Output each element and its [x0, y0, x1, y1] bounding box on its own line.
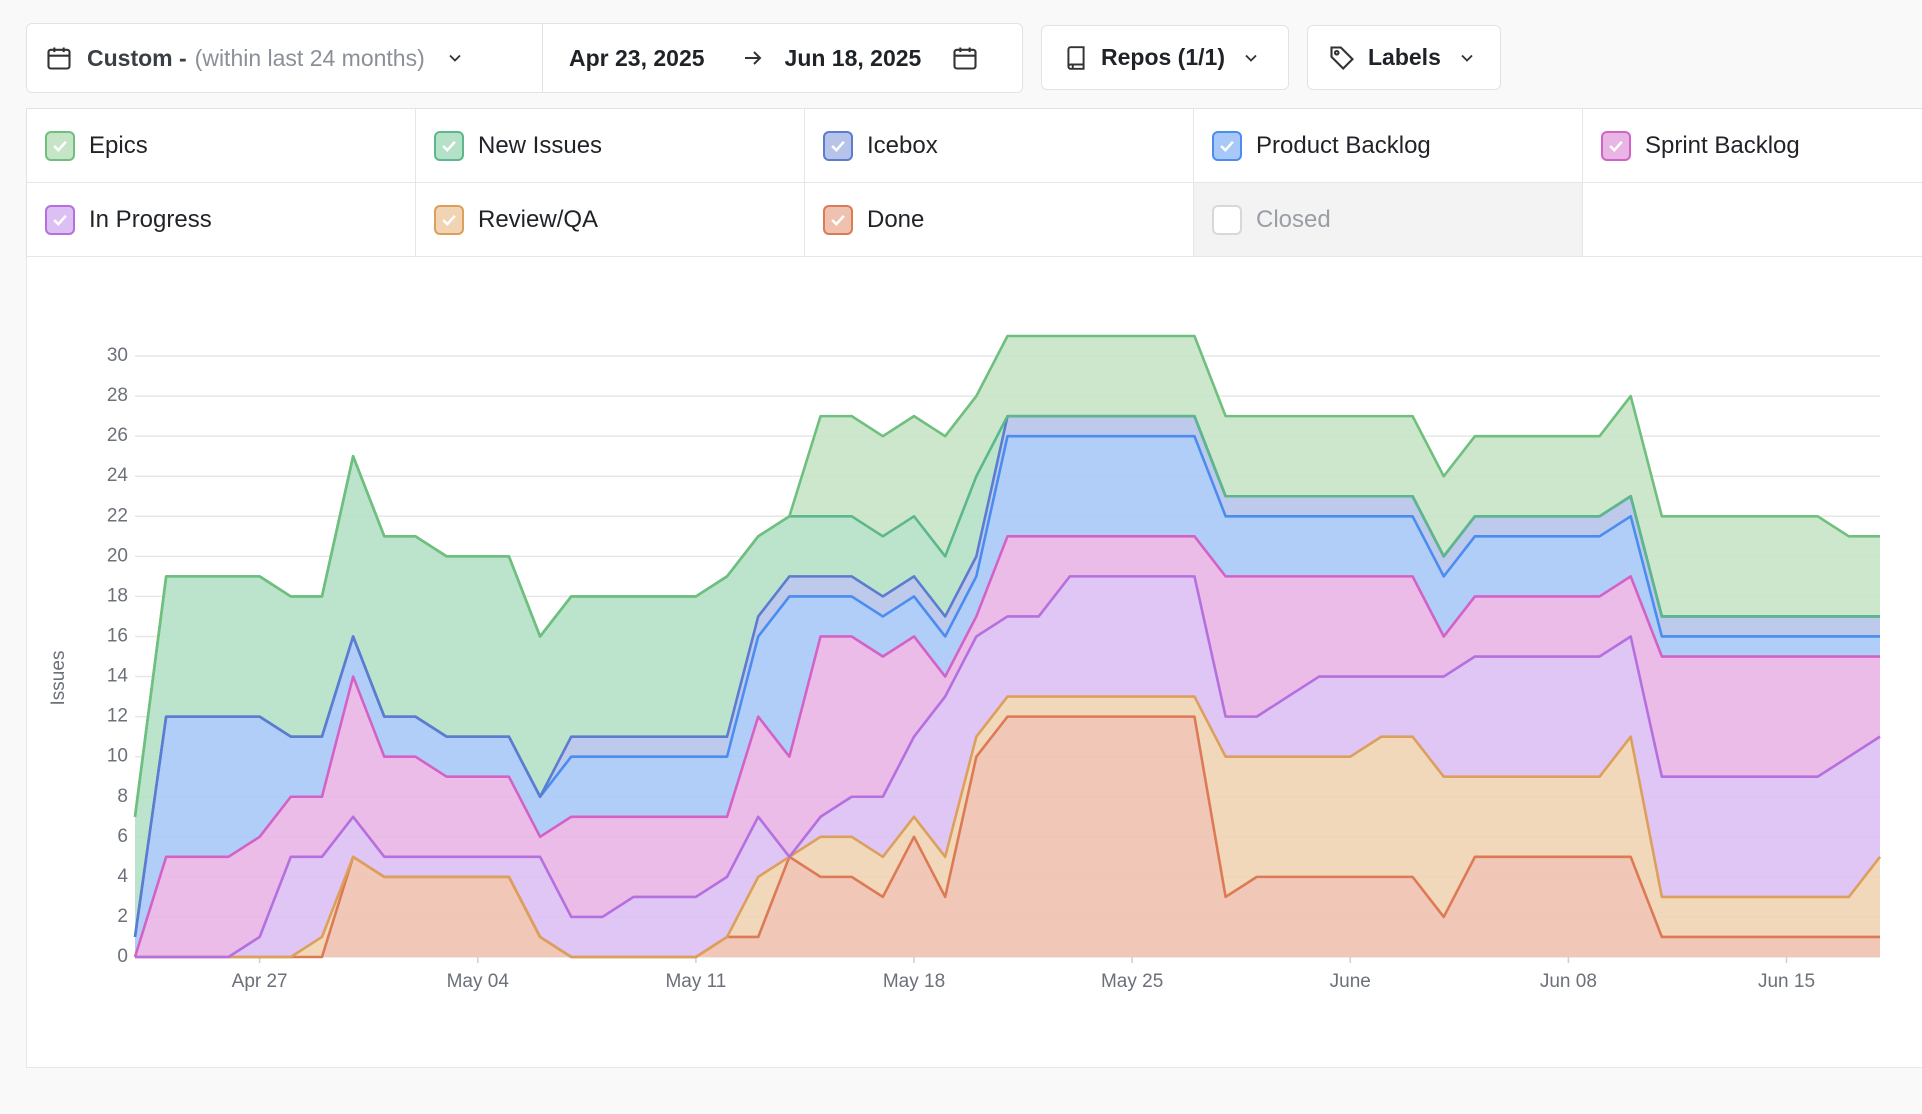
tag-icon [1330, 45, 1354, 70]
labels-button[interactable]: Labels [1307, 25, 1501, 90]
filter-label: Closed [1256, 205, 1331, 233]
y-tick-label: 16 [107, 625, 128, 646]
area-line [133, 535, 1880, 958]
date-range-picker[interactable]: Custom - (within last 24 months) Apr 23,… [26, 23, 1023, 93]
filter-label: Review/QA [478, 205, 599, 233]
check-icon [442, 214, 456, 226]
area-fill [135, 416, 1880, 937]
checkbox[interactable] [1212, 130, 1242, 161]
checkbox[interactable] [434, 130, 464, 161]
filter-label: Done [867, 205, 925, 233]
start-date[interactable]: Apr 23, 2025 [569, 44, 705, 71]
filter-item[interactable]: Review/QA [416, 183, 805, 257]
check-icon [831, 140, 845, 152]
x-tick-label: Jun 15 [1758, 971, 1815, 992]
y-tick-label: 24 [107, 465, 129, 486]
checkbox[interactable] [45, 204, 75, 235]
arrow-icon [744, 51, 761, 65]
status-filter: Epics New Issues Icebox Product Backlog Spri… [26, 108, 1922, 258]
y-tick-label: 20 [107, 545, 128, 566]
y-tick-label: 26 [107, 425, 128, 446]
check-icon [1609, 140, 1623, 152]
filter-item[interactable]: Epics [27, 109, 416, 183]
checkbox[interactable] [1212, 204, 1242, 235]
x-tick-label: Jun 08 [1540, 971, 1597, 992]
y-tick-label: 18 [107, 585, 128, 606]
x-tick-label: May 11 [665, 971, 726, 992]
end-date[interactable]: Jun 18, 2025 [784, 44, 922, 71]
filter-item[interactable]: Closed [1194, 183, 1583, 257]
chevron-icon [1245, 54, 1257, 62]
checkbox[interactable] [45, 130, 75, 161]
area-fill [135, 716, 1880, 957]
x-tick-label: May 18 [883, 971, 945, 992]
filter-label: In Progress [89, 205, 212, 233]
filter-label: Sprint Backlog [1645, 131, 1800, 159]
y-axis-label: Issues [48, 651, 69, 706]
calendar-icon [47, 47, 71, 70]
filter-label: Epics [89, 131, 148, 159]
check-icon [53, 140, 67, 152]
x-tick-label: May 25 [1101, 971, 1163, 992]
y-tick-label: 12 [107, 706, 128, 727]
checkbox[interactable] [1601, 130, 1631, 161]
filter-item[interactable]: In Progress [27, 183, 416, 257]
filter-empty [1583, 183, 1922, 257]
checkbox[interactable] [823, 130, 853, 161]
filter-label: Product Backlog [1256, 131, 1431, 159]
y-tick-label: 8 [117, 786, 128, 807]
area-line [135, 575, 1881, 959]
checkbox[interactable] [434, 204, 464, 235]
area-fill [135, 696, 1880, 957]
chevron-icon [1461, 54, 1473, 62]
y-tick-label: 0 [117, 946, 128, 967]
chevron-icon [449, 54, 461, 62]
filter-label: New Issues [478, 131, 603, 159]
check-icon [442, 140, 456, 152]
area-line [133, 334, 1880, 817]
x-tick-label: May 04 [447, 971, 510, 992]
range-label: Custom - [87, 44, 187, 71]
filter-item[interactable]: Product Backlog [1194, 109, 1583, 183]
filter-label: Icebox [867, 131, 938, 159]
labels-label: Labels [1368, 44, 1441, 70]
filter-item[interactable]: Sprint Backlog [1583, 109, 1922, 183]
y-tick-label: 6 [117, 826, 128, 847]
y-tick-label: 14 [107, 666, 129, 687]
check-icon [53, 214, 67, 226]
repos-label: Repos (1/1) [1101, 44, 1225, 70]
area-line [135, 695, 1882, 959]
y-tick-label: 28 [107, 385, 128, 406]
filter-item[interactable]: New Issues [416, 109, 805, 183]
chart-panel: Issues 0 2 4 6 8 10 12 14 16 18 20 22 24 26 28 30 Apr 27… [26, 257, 1922, 1068]
check-icon [831, 214, 845, 226]
repo-icon [1067, 45, 1085, 70]
x-tick-label: Apr 27 [232, 971, 288, 992]
y-tick-label: 22 [107, 505, 128, 526]
x-tick-label: June [1330, 971, 1371, 992]
filter-item[interactable]: Icebox [805, 109, 1194, 183]
calendar-icon [953, 47, 977, 70]
filter-item[interactable]: Done [805, 183, 1194, 257]
area-fill [135, 536, 1880, 957]
filter-grid: Epics New Issues Icebox Product Backlog Spri… [27, 109, 1922, 257]
y-tick-label: 4 [117, 866, 128, 887]
range-hint: (within last 24 months) [194, 44, 425, 71]
y-tick-label: 10 [107, 746, 128, 767]
check-icon [1220, 140, 1234, 152]
checkbox[interactable] [823, 204, 853, 235]
area-fill [135, 576, 1880, 957]
repos-button[interactable]: Repos (1/1) [1041, 25, 1289, 90]
range-select[interactable]: Custom - (within last 24 months) [27, 24, 543, 92]
y-tick-label: 30 [107, 345, 128, 366]
y-tick-label: 2 [117, 906, 128, 927]
